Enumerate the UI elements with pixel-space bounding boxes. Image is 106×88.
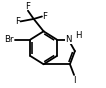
Text: F: F bbox=[42, 12, 47, 21]
Text: H: H bbox=[75, 31, 81, 40]
Text: I: I bbox=[73, 76, 75, 85]
Text: F: F bbox=[25, 2, 30, 11]
Text: Br: Br bbox=[4, 35, 14, 44]
Text: F: F bbox=[16, 17, 21, 26]
Text: N: N bbox=[65, 35, 72, 44]
